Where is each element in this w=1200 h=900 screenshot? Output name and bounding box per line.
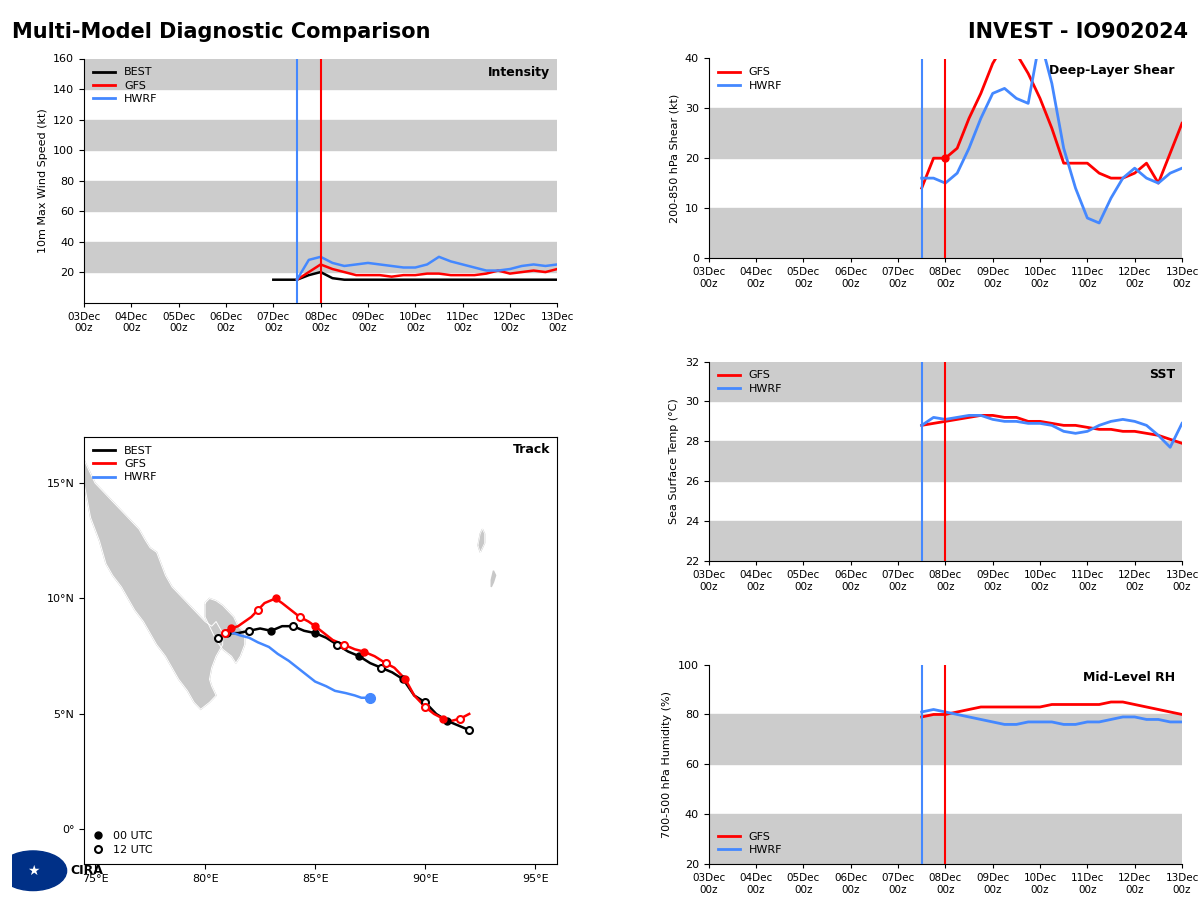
Bar xyxy=(709,441,1182,482)
Bar xyxy=(84,181,557,211)
Bar xyxy=(709,108,1182,158)
Bar xyxy=(709,521,1182,561)
Legend: GFS, HWRF: GFS, HWRF xyxy=(714,367,786,397)
Y-axis label: 10m Max Wind Speed (kt): 10m Max Wind Speed (kt) xyxy=(37,108,48,253)
Legend: BEST, GFS, HWRF: BEST, GFS, HWRF xyxy=(90,64,161,107)
Bar xyxy=(709,715,1182,764)
Legend: 00 UTC, 12 UTC: 00 UTC, 12 UTC xyxy=(90,827,156,859)
Y-axis label: 700-500 hPa Humidity (%): 700-500 hPa Humidity (%) xyxy=(662,691,672,838)
Bar xyxy=(84,58,557,89)
Legend: GFS, HWRF: GFS, HWRF xyxy=(714,64,786,94)
Text: ★: ★ xyxy=(26,864,40,878)
Text: CIRA: CIRA xyxy=(71,864,103,878)
Y-axis label: 200-850 hPa Shear (kt): 200-850 hPa Shear (kt) xyxy=(670,94,679,223)
Text: Mid-Level RH: Mid-Level RH xyxy=(1082,670,1175,684)
Legend: GFS, HWRF: GFS, HWRF xyxy=(714,828,786,859)
Y-axis label: Sea Surface Temp (°C): Sea Surface Temp (°C) xyxy=(670,399,679,524)
Text: Multi-Model Diagnostic Comparison: Multi-Model Diagnostic Comparison xyxy=(12,22,431,42)
Bar xyxy=(709,208,1182,258)
Polygon shape xyxy=(84,436,223,709)
Text: Intensity: Intensity xyxy=(488,66,550,79)
Circle shape xyxy=(0,851,67,891)
Polygon shape xyxy=(478,529,485,553)
Bar xyxy=(84,120,557,150)
Bar xyxy=(709,814,1182,864)
Text: SST: SST xyxy=(1148,367,1175,381)
Text: Deep-Layer Shear: Deep-Layer Shear xyxy=(1050,65,1175,77)
Bar xyxy=(84,241,557,272)
Bar xyxy=(709,362,1182,401)
Text: Track: Track xyxy=(512,443,550,456)
Polygon shape xyxy=(491,571,496,587)
Polygon shape xyxy=(205,598,245,663)
Text: INVEST - IO902024: INVEST - IO902024 xyxy=(968,22,1188,42)
